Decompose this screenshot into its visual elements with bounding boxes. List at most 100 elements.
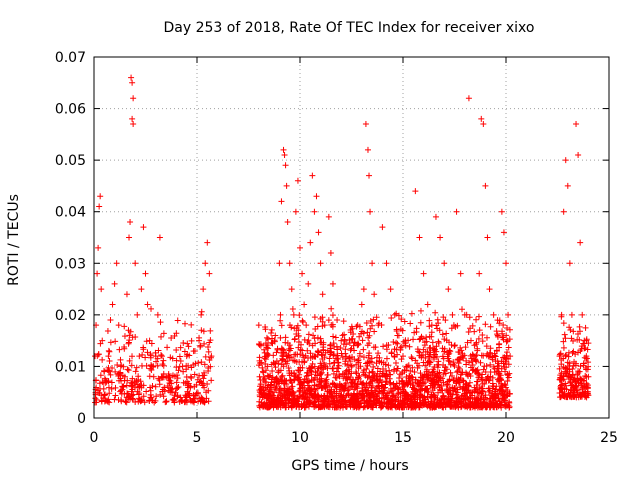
data-point (455, 364, 462, 371)
data-point (256, 341, 263, 348)
data-point (200, 375, 207, 382)
data-point (99, 356, 106, 363)
data-point (184, 382, 191, 389)
data-point (314, 368, 321, 375)
data-point (487, 401, 494, 408)
data-point (373, 376, 380, 383)
data-point (428, 322, 435, 329)
data-point (346, 368, 353, 375)
data-point (331, 401, 338, 408)
data-point (100, 385, 107, 392)
data-point (473, 316, 480, 323)
data-point (503, 360, 510, 367)
data-point (319, 318, 326, 325)
data-point (378, 387, 385, 394)
data-point (309, 172, 316, 179)
data-point (584, 392, 591, 399)
data-point (262, 356, 269, 363)
data-point (482, 392, 489, 399)
data-point (473, 402, 480, 409)
data-point (579, 311, 586, 318)
data-point (99, 337, 106, 344)
data-point (129, 353, 136, 360)
data-point (94, 270, 101, 277)
data-point (453, 395, 460, 402)
data-point (398, 343, 405, 350)
data-point (257, 389, 264, 396)
data-point (495, 378, 502, 385)
data-point (565, 390, 572, 397)
data-point (346, 339, 353, 346)
data-point (383, 346, 390, 353)
data-point (153, 358, 160, 365)
data-point (445, 286, 452, 293)
data-point (204, 380, 211, 387)
x-tick-labels: 0 5 10 15 20 25 (90, 430, 618, 446)
data-point (321, 322, 328, 329)
data-point (355, 398, 362, 405)
data-point (393, 310, 400, 317)
data-point (451, 343, 458, 350)
data-point (359, 380, 366, 387)
data-point (268, 384, 275, 391)
data-point (485, 373, 492, 380)
data-point (322, 384, 329, 391)
data-point (570, 328, 577, 335)
data-point (410, 393, 417, 400)
data-point (148, 363, 155, 370)
data-point (502, 403, 509, 410)
data-point (148, 362, 155, 369)
data-point (175, 367, 182, 374)
data-point (169, 372, 176, 379)
data-point (337, 388, 344, 395)
data-point (372, 344, 379, 351)
data-point (123, 291, 130, 298)
data-point (176, 353, 183, 360)
data-point (466, 379, 473, 386)
data-point (307, 387, 314, 394)
data-point (299, 270, 306, 277)
data-point (397, 393, 404, 400)
data-point (330, 340, 337, 347)
data-point (367, 325, 374, 332)
data-point (191, 396, 198, 403)
data-point (336, 397, 343, 404)
data-point (582, 373, 589, 380)
data-point (263, 367, 270, 374)
data-point (183, 353, 190, 360)
data-point (338, 337, 345, 344)
data-point (198, 311, 205, 318)
data-point (269, 340, 276, 347)
data-point (334, 317, 341, 324)
data-point (163, 373, 170, 380)
data-point (422, 362, 429, 369)
data-point (429, 339, 436, 346)
data-point (475, 374, 482, 381)
data-point (288, 324, 295, 331)
data-point (440, 379, 447, 386)
data-point (435, 338, 442, 345)
data-point (393, 339, 400, 346)
data-point (280, 387, 287, 394)
data-point (277, 317, 284, 324)
data-point (132, 333, 139, 340)
data-point (417, 307, 424, 314)
data-point (113, 260, 120, 267)
data-point (395, 332, 402, 339)
data-point (556, 353, 563, 360)
data-point (357, 363, 364, 370)
data-point (147, 384, 154, 391)
data-point (135, 398, 142, 405)
data-point (562, 157, 569, 164)
data-point (393, 327, 400, 334)
data-point (474, 347, 481, 354)
data-point (134, 311, 141, 318)
data-point (500, 321, 507, 328)
data-point (470, 366, 477, 373)
data-point (475, 313, 482, 320)
data-point (462, 403, 469, 410)
data-point (200, 286, 207, 293)
data-point (556, 365, 563, 372)
data-point (144, 301, 151, 308)
data-point (439, 403, 446, 410)
